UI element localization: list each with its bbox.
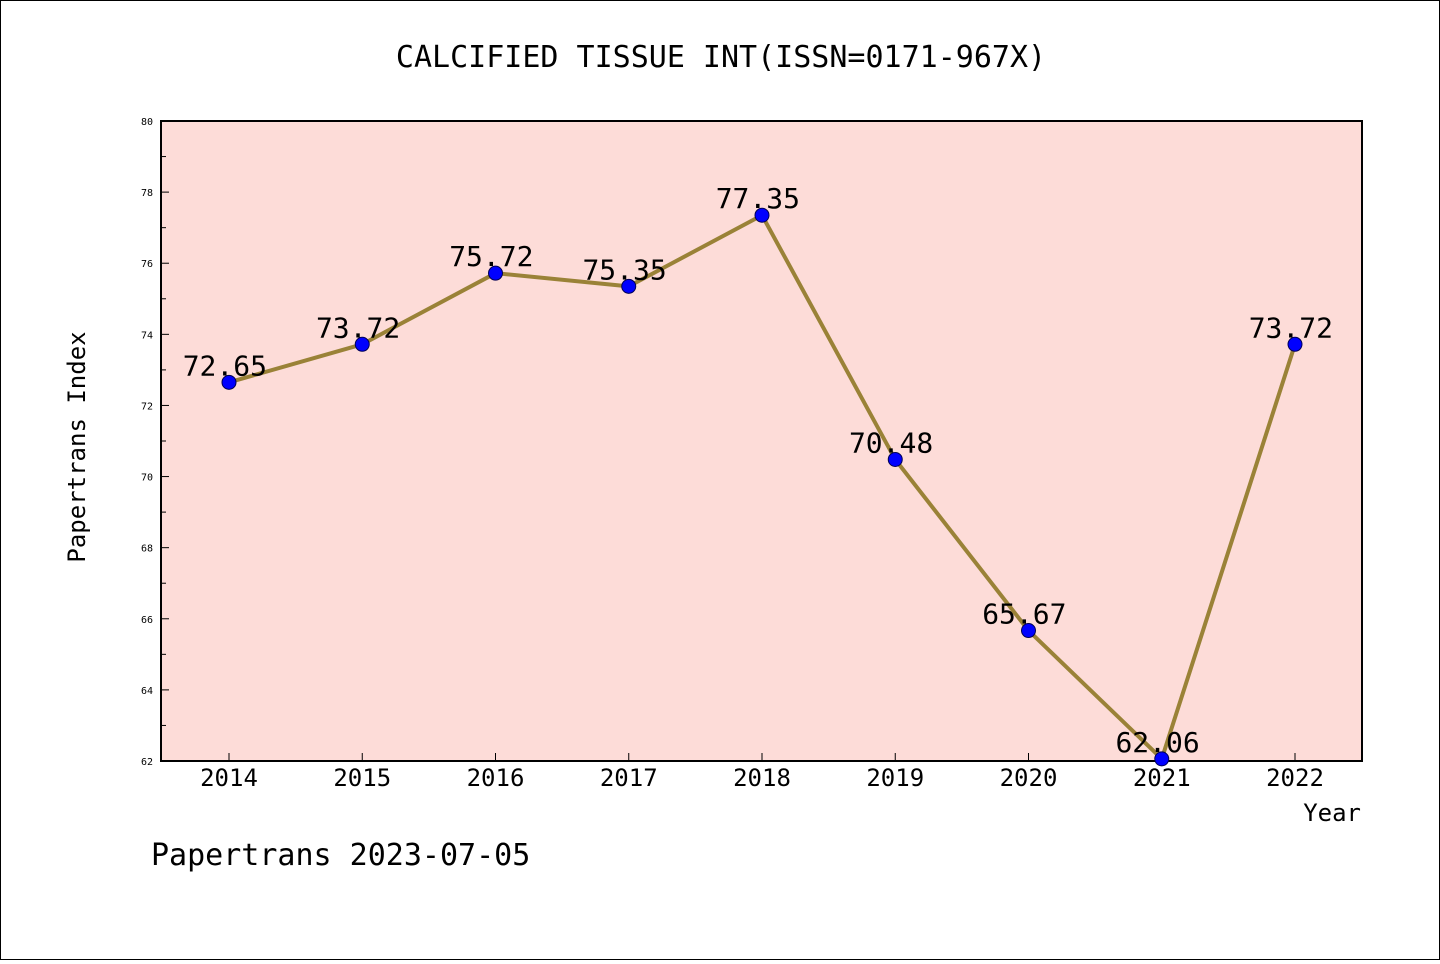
data-label: 75.35	[582, 253, 666, 286]
data-label: 62.06	[1115, 726, 1199, 759]
x-tick-label: 2020	[1000, 764, 1058, 792]
data-point	[354, 336, 370, 352]
chart-title: CALCIFIED TISSUE INT(ISSN=0171-967X)	[396, 40, 1046, 75]
data-label: 77.35	[716, 182, 800, 215]
data-point	[488, 265, 503, 281]
markers-group	[221, 207, 1303, 767]
data-label: 73.72	[316, 311, 400, 344]
data-point	[754, 207, 770, 223]
x-tick-label: 2021	[1133, 764, 1191, 792]
data-label: 70.48	[849, 426, 933, 459]
y-tick-label: 64	[141, 686, 153, 697]
y-axis-title: Papertrans Index	[63, 331, 91, 562]
data-point	[1154, 751, 1170, 767]
y-tick-label: 70	[141, 473, 153, 484]
x-axis-title: Year	[1303, 799, 1361, 827]
x-tick-label: 2015	[333, 764, 391, 792]
data-point	[1021, 623, 1036, 639]
y-tick-label: 72	[141, 401, 153, 412]
x-tick-label: 2016	[467, 764, 525, 792]
data-point	[1287, 336, 1303, 352]
x-tick-label: 2014	[200, 764, 258, 792]
data-label: 65.67	[982, 598, 1066, 631]
y-tick-label: 74	[141, 330, 153, 341]
data-label: 72.65	[183, 349, 267, 382]
footer-watermark: Papertrans 2023-07-05	[151, 838, 530, 873]
x-tick-label: 2022	[1266, 764, 1324, 792]
y-tick-label: 62	[141, 757, 153, 768]
x-axis: 2014 2015 2016 2017 2018 2019 2020 2021 2022	[200, 753, 1324, 792]
data-point	[621, 278, 637, 294]
x-tick-label: 2017	[600, 764, 658, 792]
y-tick-label: 66	[141, 615, 153, 626]
y-tick-label: 76	[141, 259, 153, 270]
y-tick-label: 80	[141, 117, 153, 128]
data-label: 75.72	[449, 240, 533, 273]
data-point	[887, 451, 903, 467]
data-point	[221, 374, 237, 390]
data-label: 73.72	[1249, 311, 1333, 344]
y-tick-label: 78	[141, 188, 153, 199]
y-tick-label: 68	[141, 544, 153, 555]
data-labels-group: 72.65 73.72 75.72 75.35 77.35 70.48 65.67 62.06…	[183, 182, 1333, 759]
x-tick-label: 2018	[733, 764, 791, 792]
x-tick-label: 2019	[866, 764, 924, 792]
y-axis: 62 64 66 68 70 72 74 76 78 80	[141, 117, 169, 768]
plot-area	[160, 120, 1363, 762]
